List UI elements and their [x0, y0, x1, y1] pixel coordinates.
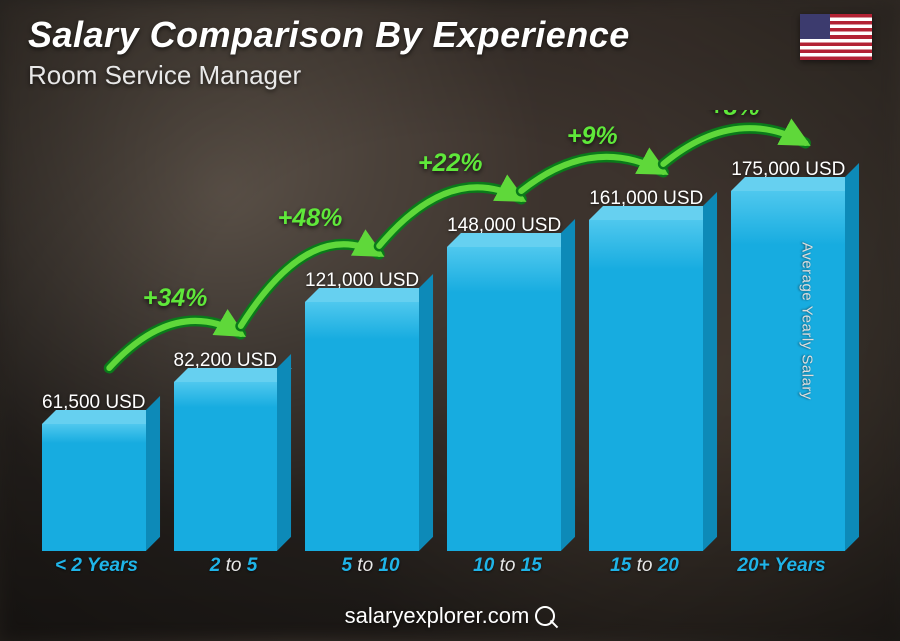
bar-slot: 121,000 USD: [305, 270, 419, 551]
title-block: Salary Comparison By Experience Room Ser…: [28, 14, 630, 91]
bar: [447, 247, 561, 551]
bar-slot: 175,000 USD: [731, 159, 845, 551]
us-flag-icon: [800, 14, 872, 60]
bar-slot: 61,500 USD: [42, 392, 146, 551]
bars-container: 61,500 USD 82,200 USD 121,000 USD148,000 U…: [30, 110, 848, 551]
bar: [174, 382, 278, 551]
bar: [589, 220, 703, 551]
x-axis-label: 2 to 5: [179, 555, 288, 579]
bar-slot: 148,000 USD: [447, 215, 561, 551]
chart-title: Salary Comparison By Experience: [28, 14, 630, 56]
brand-text: salaryexplorer.com: [345, 603, 530, 629]
x-axis-label: 15 to 20: [590, 555, 699, 579]
x-axis-label: < 2 Years: [42, 555, 151, 579]
y-axis-label: Average Yearly Salary: [799, 242, 816, 400]
x-axis-labels: < 2 Years 2 to 5 5 to 10 10 to 15 15 to 20 20…: [30, 555, 848, 579]
bar: [305, 302, 419, 551]
x-axis-label: 20+ Years: [727, 555, 836, 579]
magnifier-icon: [535, 606, 555, 626]
bar: [42, 424, 146, 551]
chart-subtitle: Room Service Manager: [28, 60, 630, 91]
x-axis-label: 10 to 15: [453, 555, 562, 579]
bar-slot: 161,000 USD: [589, 188, 703, 551]
bar-slot: 82,200 USD: [174, 350, 278, 551]
footer: salaryexplorer.com: [0, 603, 900, 629]
brand: salaryexplorer.com: [345, 603, 556, 629]
chart-area: 61,500 USD 82,200 USD 121,000 USD148,000 U…: [30, 110, 848, 579]
x-axis-label: 5 to 10: [316, 555, 425, 579]
header: Salary Comparison By Experience Room Ser…: [28, 14, 872, 91]
bar: [731, 191, 845, 551]
